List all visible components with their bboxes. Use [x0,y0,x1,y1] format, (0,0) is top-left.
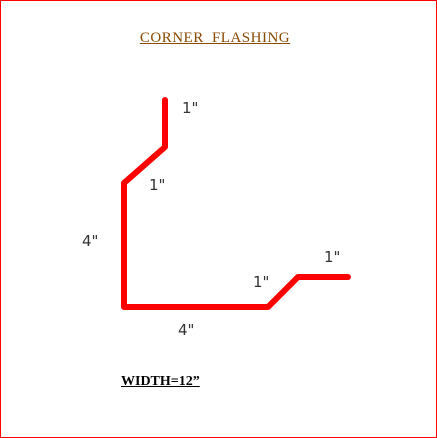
width-label: WIDTH=12” [121,374,200,389]
dimension-top-flange: 1" [182,99,199,117]
dimension-horizontal-leg: 4" [178,321,195,339]
dimension-upper-bevel: 1" [149,176,166,194]
flashing-profile-line [121,97,351,310]
dimension-end-flange: 1" [324,248,341,266]
dimension-vertical-leg: 4" [82,232,99,250]
diagram-title: CORNER FLASHING [139,30,291,46]
dimension-lower-bevel: 1" [253,273,270,291]
